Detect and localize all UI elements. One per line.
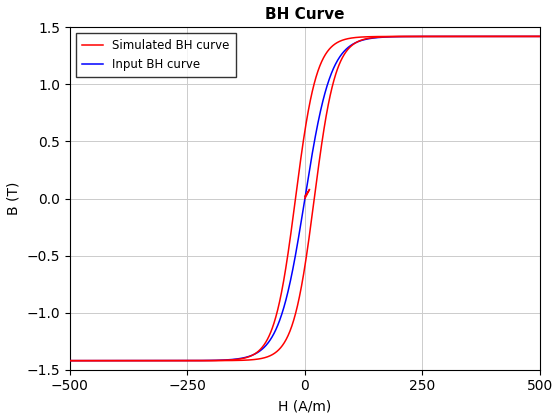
Legend: Simulated BH curve, Input BH curve: Simulated BH curve, Input BH curve	[76, 33, 236, 77]
Input BH curve	[283, 297, 290, 302]
Input BH curve	[91, 358, 97, 363]
Line: Simulated BH curve: Simulated BH curve	[70, 37, 540, 361]
Simulated BH curve	[437, 34, 444, 39]
Y-axis label: B (T): B (T)	[7, 182, 21, 215]
Input BH curve	[295, 236, 302, 241]
Input BH curve	[437, 34, 444, 39]
Line: Input BH curve: Input BH curve	[70, 37, 540, 361]
Input BH curve	[522, 34, 529, 39]
Simulated BH curve	[91, 358, 97, 363]
Simulated BH curve	[295, 173, 302, 178]
Title: BH Curve: BH Curve	[265, 7, 344, 22]
Simulated BH curve	[536, 34, 543, 39]
Input BH curve	[536, 34, 543, 39]
Simulated BH curve	[283, 265, 290, 270]
Input BH curve	[67, 358, 73, 363]
Simulated BH curve	[523, 34, 530, 39]
Simulated BH curve	[522, 34, 529, 39]
Simulated BH curve	[67, 358, 73, 363]
Input BH curve	[523, 34, 530, 39]
X-axis label: H (A/m): H (A/m)	[278, 399, 332, 413]
